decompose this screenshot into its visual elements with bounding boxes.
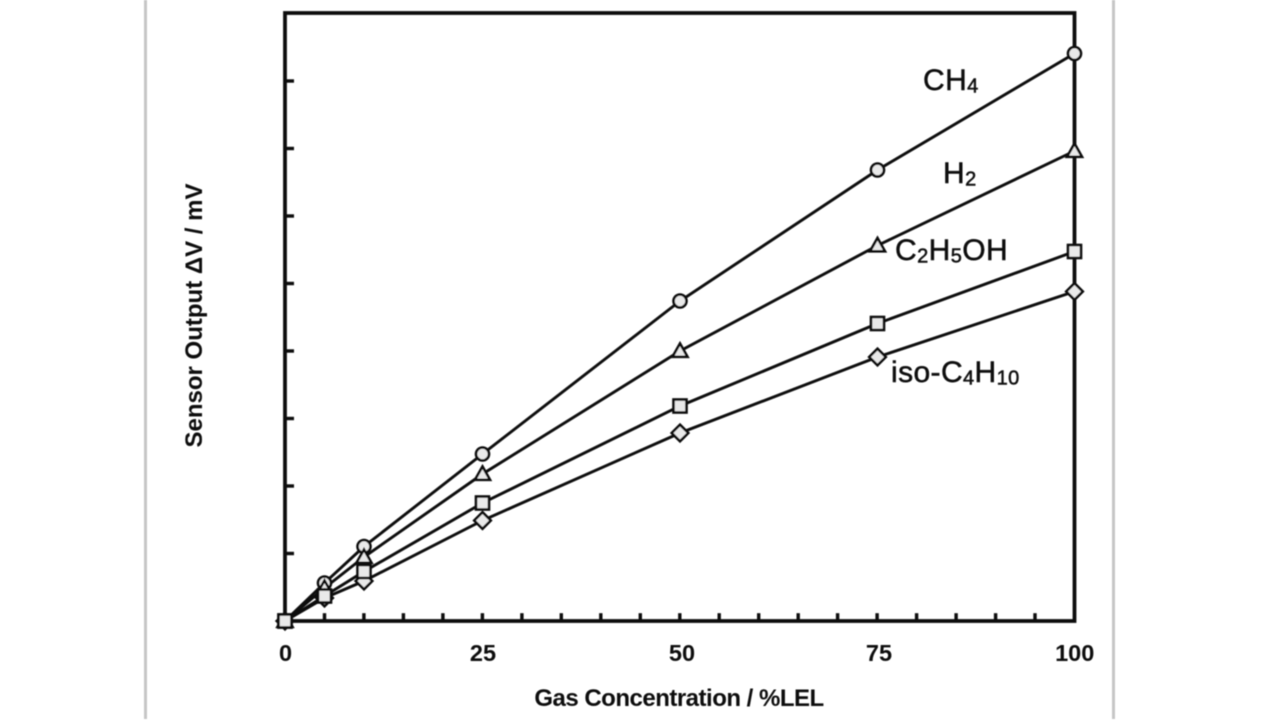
svg-text:iso-C4H10: iso-C4H10 bbox=[891, 356, 1020, 390]
svg-text:100: 100 bbox=[1055, 640, 1094, 666]
svg-text:75: 75 bbox=[866, 640, 892, 666]
svg-text:50: 50 bbox=[669, 640, 695, 666]
svg-text:25: 25 bbox=[470, 640, 496, 666]
svg-text:Sensor Output ΔV / mV: Sensor Output ΔV / mV bbox=[181, 184, 208, 448]
svg-text:0: 0 bbox=[279, 640, 292, 666]
svg-text:C2H5OH: C2H5OH bbox=[895, 234, 1008, 268]
svg-text:H2: H2 bbox=[943, 157, 977, 191]
svg-text:Gas Concentration / %LEL: Gas Concentration / %LEL bbox=[534, 685, 823, 712]
svg-text:CH4: CH4 bbox=[923, 64, 979, 98]
